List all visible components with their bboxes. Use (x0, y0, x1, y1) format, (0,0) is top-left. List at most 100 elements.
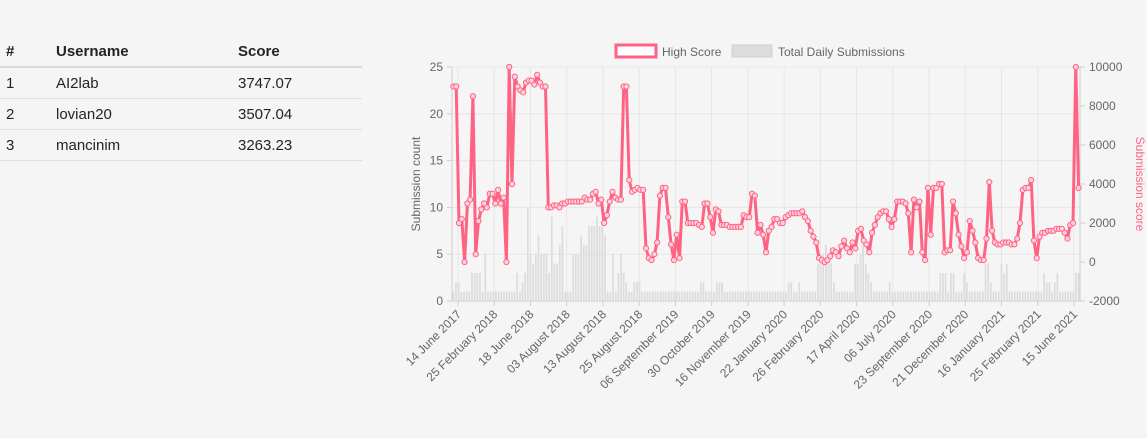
high-score-point[interactable] (1011, 241, 1018, 248)
high-score-point[interactable] (494, 186, 502, 193)
high-score-point[interactable] (980, 256, 987, 264)
high-score-point[interactable] (835, 253, 842, 260)
high-score-point[interactable] (868, 229, 876, 236)
high-score-point[interactable] (617, 196, 624, 203)
high-score-point[interactable] (779, 219, 786, 227)
high-score-point[interactable] (609, 188, 616, 195)
high-score-point[interactable] (882, 208, 890, 215)
high-score-point[interactable] (908, 249, 915, 256)
high-score-point[interactable] (654, 239, 661, 246)
high-score-point[interactable] (511, 73, 518, 80)
high-score-point[interactable] (492, 200, 499, 207)
high-score-point[interactable] (958, 243, 965, 250)
high-score-point[interactable] (888, 223, 895, 230)
high-score-point[interactable] (520, 89, 527, 96)
high-score-point[interactable] (592, 188, 599, 195)
high-score-point[interactable] (461, 258, 468, 266)
high-score-point[interactable] (921, 256, 929, 264)
high-score-point[interactable] (715, 208, 722, 215)
high-score-point[interactable] (475, 217, 482, 225)
high-score-point[interactable] (972, 239, 979, 246)
legend-swatch-total-submissions[interactable] (731, 44, 773, 58)
high-score-point[interactable] (656, 192, 664, 199)
high-score-point[interactable] (534, 71, 541, 78)
high-score-point[interactable] (467, 196, 474, 203)
table-row[interactable]: 3 mancinim 3263.23 (0, 129, 362, 161)
username-column-header[interactable]: Username (50, 36, 232, 68)
high-score-point[interactable] (670, 256, 677, 264)
high-score-point[interactable] (866, 249, 873, 256)
high-score-point[interactable] (601, 219, 608, 227)
high-score-point[interactable] (924, 184, 931, 191)
high-score-point[interactable] (961, 255, 968, 262)
high-score-point[interactable] (966, 217, 973, 225)
high-score-point[interactable] (838, 243, 845, 250)
high-score-point[interactable] (1072, 63, 1079, 71)
high-score-point[interactable] (668, 241, 675, 248)
high-score-point[interactable] (963, 249, 971, 256)
high-score-point[interactable] (1033, 255, 1040, 262)
high-score-point[interactable] (500, 194, 507, 201)
high-score-point[interactable] (757, 221, 764, 229)
high-score-point[interactable] (662, 184, 669, 191)
high-score-point[interactable] (841, 237, 848, 244)
high-score-point[interactable] (846, 249, 853, 256)
high-score-point[interactable] (673, 231, 680, 238)
high-score-point[interactable] (810, 233, 817, 240)
high-score-point[interactable] (1064, 235, 1071, 242)
high-score-point[interactable] (927, 231, 934, 238)
high-score-point[interactable] (902, 200, 909, 207)
high-score-point[interactable] (910, 196, 918, 203)
table-row[interactable]: 2 lovian20 3507.04 (0, 98, 362, 130)
high-score-point[interactable] (497, 200, 504, 207)
high-score-point[interactable] (938, 180, 945, 188)
high-score-point[interactable] (1030, 237, 1038, 244)
high-score-point[interactable] (681, 198, 689, 205)
high-score-point[interactable] (1014, 235, 1021, 242)
high-score-point[interactable] (472, 251, 479, 258)
high-score-point[interactable] (587, 196, 594, 203)
high-score-point[interactable] (503, 258, 510, 266)
high-score-point[interactable] (955, 231, 962, 238)
high-score-point[interactable] (642, 245, 650, 252)
high-score-point[interactable] (469, 93, 477, 100)
high-score-point[interactable] (913, 204, 920, 211)
high-score-point[interactable] (754, 229, 761, 236)
high-score-point[interactable] (508, 180, 516, 188)
high-score-point[interactable] (1016, 219, 1024, 227)
high-score-point[interactable] (1028, 177, 1035, 184)
high-score-point[interactable] (751, 192, 758, 199)
high-score-point[interactable] (947, 247, 954, 254)
high-score-point[interactable] (871, 221, 878, 229)
high-score-point[interactable] (626, 177, 633, 184)
high-score-point[interactable] (478, 206, 485, 213)
high-score-point[interactable] (648, 256, 655, 264)
high-score-point[interactable] (988, 227, 996, 234)
high-score-point[interactable] (885, 216, 892, 223)
high-score-point[interactable] (704, 200, 711, 207)
high-score-point[interactable] (804, 217, 811, 225)
high-score-point[interactable] (1025, 184, 1032, 191)
high-score-point[interactable] (1069, 219, 1077, 227)
high-score-point[interactable] (623, 83, 630, 90)
high-score-point[interactable] (852, 245, 859, 252)
high-score-point[interactable] (665, 214, 672, 221)
high-score-point[interactable] (969, 227, 976, 234)
high-score-point[interactable] (952, 210, 959, 217)
high-score-point[interactable] (1061, 229, 1068, 236)
high-score-point[interactable] (483, 204, 490, 211)
rank-column-header[interactable]: # (0, 36, 50, 68)
high-score-point[interactable] (606, 198, 613, 205)
high-score-point[interactable] (531, 81, 538, 88)
high-score-point[interactable] (651, 251, 658, 258)
high-score-point[interactable] (709, 229, 717, 236)
high-score-point[interactable] (768, 223, 775, 230)
high-score-point[interactable] (849, 239, 856, 246)
high-score-point[interactable] (916, 198, 923, 205)
high-score-point[interactable] (813, 239, 820, 246)
high-score-point[interactable] (506, 63, 513, 71)
high-score-point[interactable] (986, 178, 993, 186)
high-score-point[interactable] (807, 227, 814, 234)
high-score-point[interactable] (603, 212, 611, 219)
high-score-point[interactable] (453, 83, 460, 90)
